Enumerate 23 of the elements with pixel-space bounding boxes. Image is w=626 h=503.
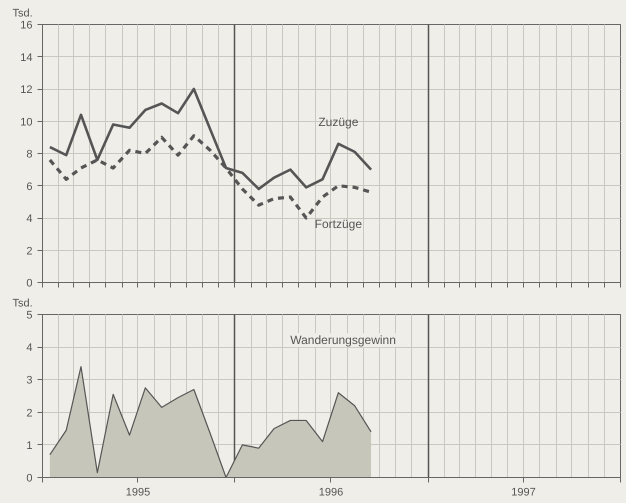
x-tick-label: 1995 <box>126 486 150 498</box>
y-tick-label: 1 <box>26 440 33 452</box>
y-tick-label: 4 <box>26 213 33 225</box>
text: Wanderungsgewinn <box>290 333 396 348</box>
series-label: Zuzüge <box>318 114 359 129</box>
y-axis-title: Tsd. <box>12 8 33 20</box>
y-tick-label: 10 <box>20 116 33 128</box>
y-tick-label: 14 <box>20 52 33 64</box>
x-tick-label: 1997 <box>511 486 536 498</box>
y-tick-label: 0 <box>26 472 33 484</box>
y-tick-label: 16 <box>20 20 33 32</box>
y-tick-label: 4 <box>26 342 33 354</box>
y-tick-label: 0 <box>26 278 33 290</box>
y-tick-label: 2 <box>26 245 33 258</box>
y-tick-label: 5 <box>26 310 33 322</box>
y-tick-label: 8 <box>26 148 33 160</box>
y-axis-title: Tsd. <box>12 298 33 310</box>
y-tick-label: 3 <box>26 374 33 387</box>
x-tick-label: 1996 <box>318 486 344 498</box>
series-label: Fortzüge <box>314 216 362 231</box>
y-tick-label: 6 <box>26 180 33 193</box>
y-tick-label: 12 <box>20 84 33 96</box>
y-tick-label: 2 <box>26 407 33 420</box>
